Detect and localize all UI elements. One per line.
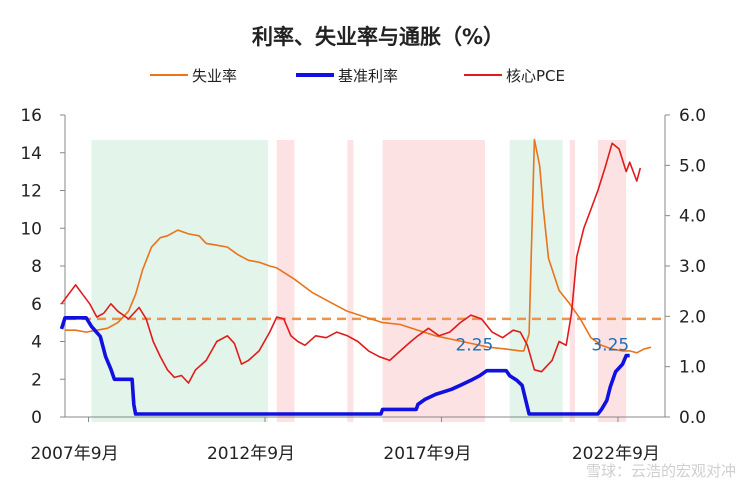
- y-right-tick-label: 5.0: [679, 156, 706, 176]
- series-lines: [59, 138, 663, 416]
- y-left-tick-label: 6: [31, 295, 42, 315]
- y-left-tick-label: 4: [31, 333, 42, 353]
- x-tick-label: 2012年9月: [207, 444, 295, 464]
- y-left-tick-label: 16: [20, 106, 42, 126]
- x-tick-label: 2022年9月: [572, 444, 660, 464]
- y-left-tick-label: 2: [31, 370, 42, 390]
- chart-title: 利率、失业率与通胀（%）: [252, 25, 504, 49]
- watermark: 雪球：云浩的宏观对冲: [586, 462, 736, 480]
- y-left-tick-label: 14: [20, 144, 42, 164]
- y-left-tick-label: 0: [31, 408, 42, 428]
- series-line-1: [59, 316, 630, 416]
- series-line-2: [60, 142, 642, 384]
- y-right-tick-label: 3.0: [679, 257, 706, 277]
- y-right-tick-label: 6.0: [679, 106, 706, 126]
- x-tick-label: 2017年9月: [383, 444, 471, 464]
- legend-label-2: 核心PCE: [506, 67, 565, 85]
- shaded-region-1: [276, 140, 295, 422]
- shaded-regions: [91, 140, 627, 422]
- y-left-tick-label: 10: [20, 219, 42, 239]
- shaded-region-4: [509, 140, 563, 422]
- y-left-tick-label: 8: [31, 257, 42, 277]
- y-right-tick-label: 2.0: [679, 307, 706, 327]
- shaded-region-2: [347, 140, 354, 422]
- legend-label-0: 失业率: [192, 67, 237, 85]
- axes: [60, 114, 670, 422]
- text-layer: 0 2 4 6 8 10 12 14 16 0.0 1.0 2.0 3.0 4.0 5.0 6.0 2007年9…: [20, 25, 736, 480]
- shaded-region-0: [91, 140, 268, 422]
- legend-label-1: 基准利率: [338, 67, 398, 85]
- shaded-region-3: [382, 140, 485, 422]
- shaded-region-5: [569, 140, 575, 422]
- y-right-tick-label: 0.0: [679, 408, 706, 428]
- y-right-tick-label: 4.0: [679, 207, 706, 227]
- shaded-region-6: [597, 140, 627, 422]
- annotation-0: 2.25: [455, 336, 493, 356]
- x-tick-label: 2007年9月: [30, 444, 118, 464]
- annotation-1: 3.25: [591, 336, 629, 356]
- y-left-tick-label: 12: [20, 182, 42, 202]
- y-right-tick-label: 1.0: [679, 358, 706, 378]
